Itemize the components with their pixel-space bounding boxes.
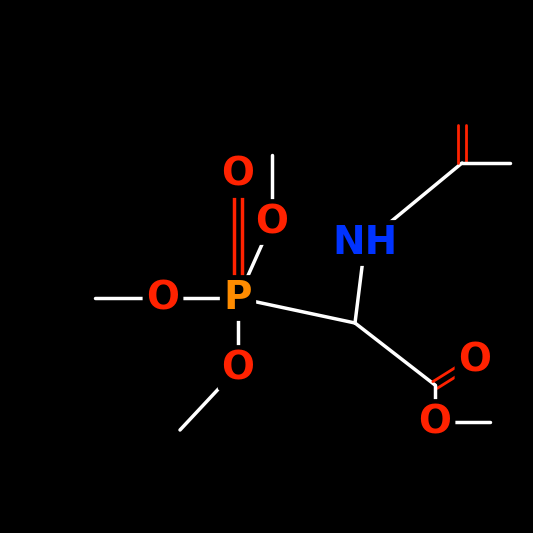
Text: O: O [255,203,288,241]
Text: O: O [418,403,451,441]
Text: NH: NH [333,224,398,262]
Text: O: O [222,349,254,387]
Text: P: P [224,279,252,317]
Text: O: O [222,156,254,194]
Text: O: O [147,279,180,317]
Text: O: O [458,341,491,379]
